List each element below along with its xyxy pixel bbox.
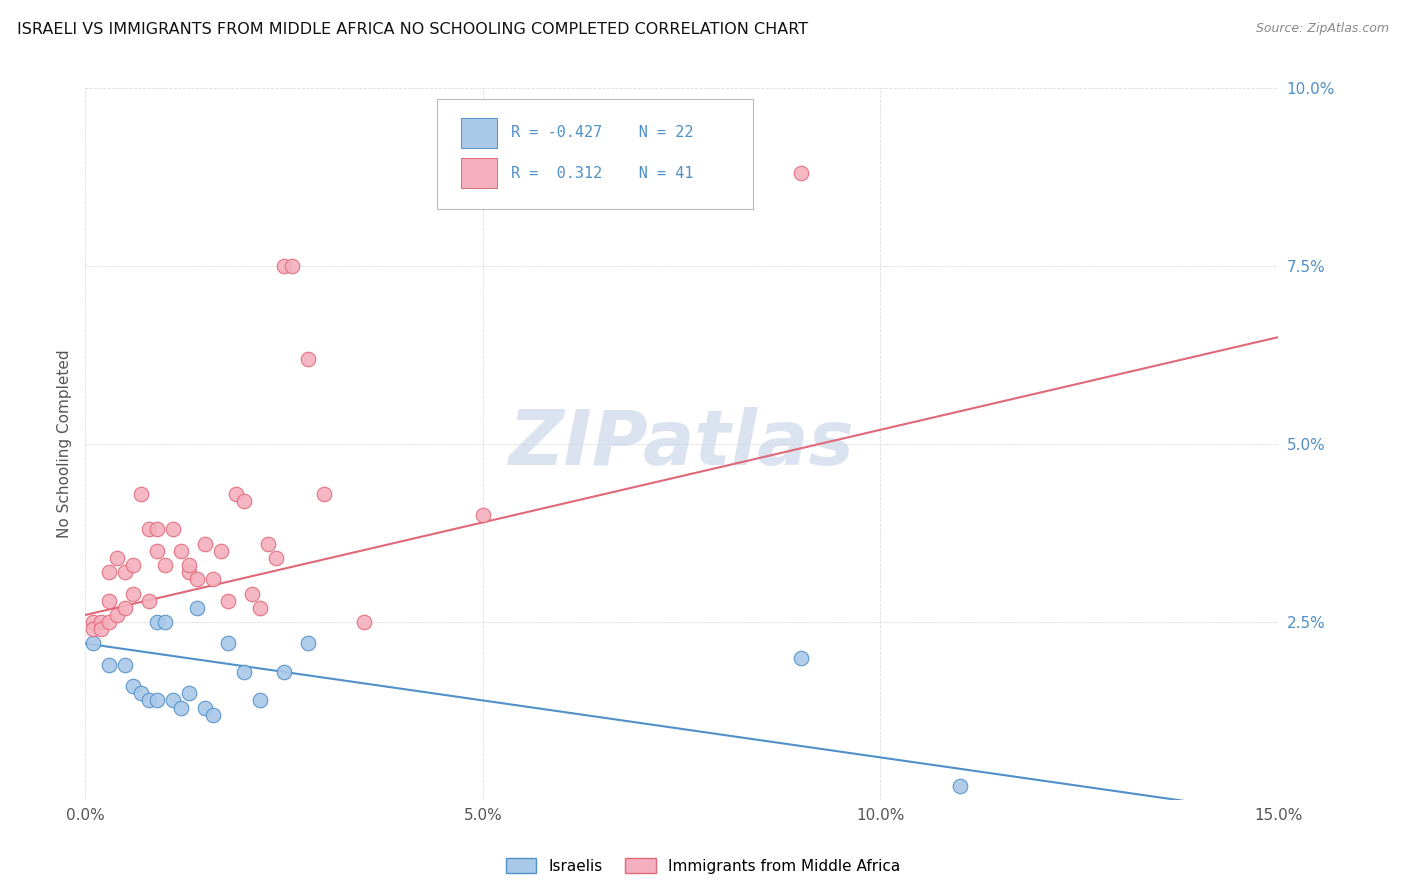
Point — [281, 259, 304, 273]
Point — [105, 607, 128, 622]
Point — [240, 586, 263, 600]
Point — [170, 700, 193, 714]
Point — [790, 166, 813, 180]
Point — [114, 657, 136, 672]
Point — [162, 693, 184, 707]
Point — [201, 572, 224, 586]
Point — [105, 551, 128, 566]
FancyBboxPatch shape — [461, 118, 496, 148]
Point — [218, 636, 240, 650]
Point — [146, 523, 169, 537]
Point — [82, 622, 104, 636]
Point — [82, 615, 104, 629]
Point — [82, 636, 104, 650]
Point — [122, 558, 145, 573]
Point — [98, 566, 121, 580]
Text: R =  0.312    N = 41: R = 0.312 N = 41 — [512, 166, 693, 181]
Point — [177, 686, 200, 700]
Point — [233, 494, 256, 508]
Point — [297, 351, 319, 366]
Legend: Israelis, Immigrants from Middle Africa: Israelis, Immigrants from Middle Africa — [499, 852, 907, 880]
Point — [122, 586, 145, 600]
Point — [177, 566, 200, 580]
Point — [146, 544, 169, 558]
Point — [129, 487, 152, 501]
Point — [209, 544, 232, 558]
Point — [225, 487, 247, 501]
Point — [273, 259, 295, 273]
Point — [249, 600, 271, 615]
Point — [138, 693, 160, 707]
Point — [138, 593, 160, 607]
Text: R = -0.427    N = 22: R = -0.427 N = 22 — [512, 125, 693, 140]
Point — [201, 707, 224, 722]
Point — [194, 537, 217, 551]
Point — [129, 686, 152, 700]
Point — [312, 487, 335, 501]
Point — [233, 665, 256, 679]
Point — [790, 650, 813, 665]
FancyBboxPatch shape — [437, 99, 754, 209]
Y-axis label: No Schooling Completed: No Schooling Completed — [58, 350, 72, 539]
Point — [162, 523, 184, 537]
Text: Source: ZipAtlas.com: Source: ZipAtlas.com — [1256, 22, 1389, 36]
Point — [114, 566, 136, 580]
Point — [146, 693, 169, 707]
Point — [122, 679, 145, 693]
Point — [90, 615, 112, 629]
Point — [98, 593, 121, 607]
Point — [471, 508, 494, 523]
Point — [297, 636, 319, 650]
Point — [194, 700, 217, 714]
Point — [264, 551, 287, 566]
Point — [98, 657, 121, 672]
Point — [218, 593, 240, 607]
Point — [949, 779, 972, 793]
Point — [249, 693, 271, 707]
Point — [170, 544, 193, 558]
Point — [98, 615, 121, 629]
Text: ISRAELI VS IMMIGRANTS FROM MIDDLE AFRICA NO SCHOOLING COMPLETED CORRELATION CHAR: ISRAELI VS IMMIGRANTS FROM MIDDLE AFRICA… — [17, 22, 808, 37]
Point — [138, 523, 160, 537]
Point — [186, 572, 208, 586]
Point — [153, 615, 176, 629]
Point — [353, 615, 375, 629]
FancyBboxPatch shape — [461, 159, 496, 188]
Point — [153, 558, 176, 573]
Point — [273, 665, 295, 679]
Point — [146, 615, 169, 629]
Point — [90, 622, 112, 636]
Point — [257, 537, 280, 551]
Point — [186, 600, 208, 615]
Text: ZIPatlas: ZIPatlas — [509, 407, 855, 481]
Point — [177, 558, 200, 573]
Point — [114, 600, 136, 615]
